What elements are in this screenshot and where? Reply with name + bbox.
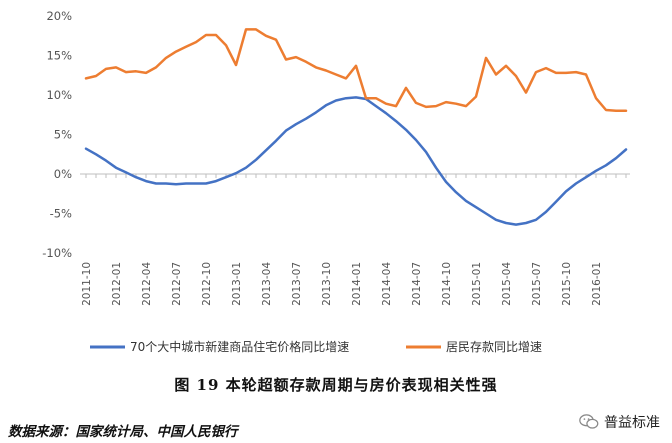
x-tick-label: 2013-04 xyxy=(261,262,273,306)
x-tick-label: 2011-10 xyxy=(81,262,93,306)
line-chart: -10% -5% 0% 5% 10% 15% 20% 2011-10 2012-01 2012-… xyxy=(42,9,630,354)
x-tick-label: 2015-07 xyxy=(531,262,543,306)
x-axis-ticks: 2011-10 2012-01 2012-04 2012-07 2012-10 2013-… xyxy=(81,262,603,306)
x-tick-label: 2012-01 xyxy=(111,262,123,306)
y-tick-label: 20% xyxy=(46,9,72,23)
x-tick-label: 2014-10 xyxy=(441,262,453,306)
chart-series xyxy=(84,28,628,226)
watermark-text: 普益标准 xyxy=(604,415,660,431)
series-line-2 xyxy=(84,28,628,113)
x-tick-label: 2014-04 xyxy=(381,262,393,306)
x-tick-label: 2015-10 xyxy=(561,262,573,306)
x-tick-label: 2015-04 xyxy=(501,262,513,306)
x-tick-label: 2014-07 xyxy=(411,262,423,306)
x-tick-label: 2012-07 xyxy=(171,262,183,306)
x-tick-label: 2013-10 xyxy=(321,262,333,306)
legend-label-series1: 70个大中城市新建商品住宅价格同比增速 xyxy=(130,339,349,354)
data-source-note: 数据来源：国家统计局、中国人民银行 xyxy=(8,424,238,440)
y-tick-label: -10% xyxy=(42,246,72,260)
y-tick-label: 10% xyxy=(46,88,72,102)
x-tick-label: 2014-01 xyxy=(351,262,363,306)
x-tick-label: 2012-10 xyxy=(201,262,213,306)
y-tick-label: -5% xyxy=(50,207,72,221)
watermark: 普益标准 xyxy=(579,412,660,432)
chart-legend: 70个大中城市新建商品住宅价格同比增速 居民存款同比增速 xyxy=(90,339,542,354)
wechat-icon xyxy=(579,414,599,429)
x-tick-label: 2013-01 xyxy=(231,262,243,306)
y-tick-label: 15% xyxy=(46,49,72,63)
series-line-1 xyxy=(84,96,628,226)
y-tick-label: 5% xyxy=(54,128,72,142)
x-tick-label: 2016-01 xyxy=(591,262,603,306)
figure-caption: 图 19 本轮超额存款周期与房价表现相关性强 xyxy=(174,376,498,394)
x-tick-label: 2015-01 xyxy=(471,262,483,306)
x-tick-label: 2012-04 xyxy=(141,262,153,306)
y-tick-label: 0% xyxy=(54,167,72,181)
x-tick-label: 2013-07 xyxy=(291,262,303,306)
chart-grid xyxy=(80,173,630,178)
legend-label-series2: 居民存款同比增速 xyxy=(446,340,542,354)
y-axis-ticks: -10% -5% 0% 5% 10% 15% 20% xyxy=(42,9,72,260)
